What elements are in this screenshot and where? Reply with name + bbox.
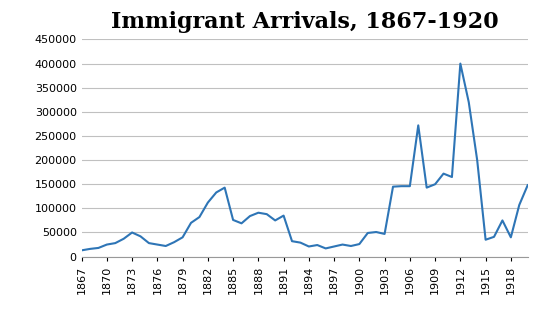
Title: Immigrant Arrivals, 1867-1920: Immigrant Arrivals, 1867-1920: [111, 12, 498, 33]
